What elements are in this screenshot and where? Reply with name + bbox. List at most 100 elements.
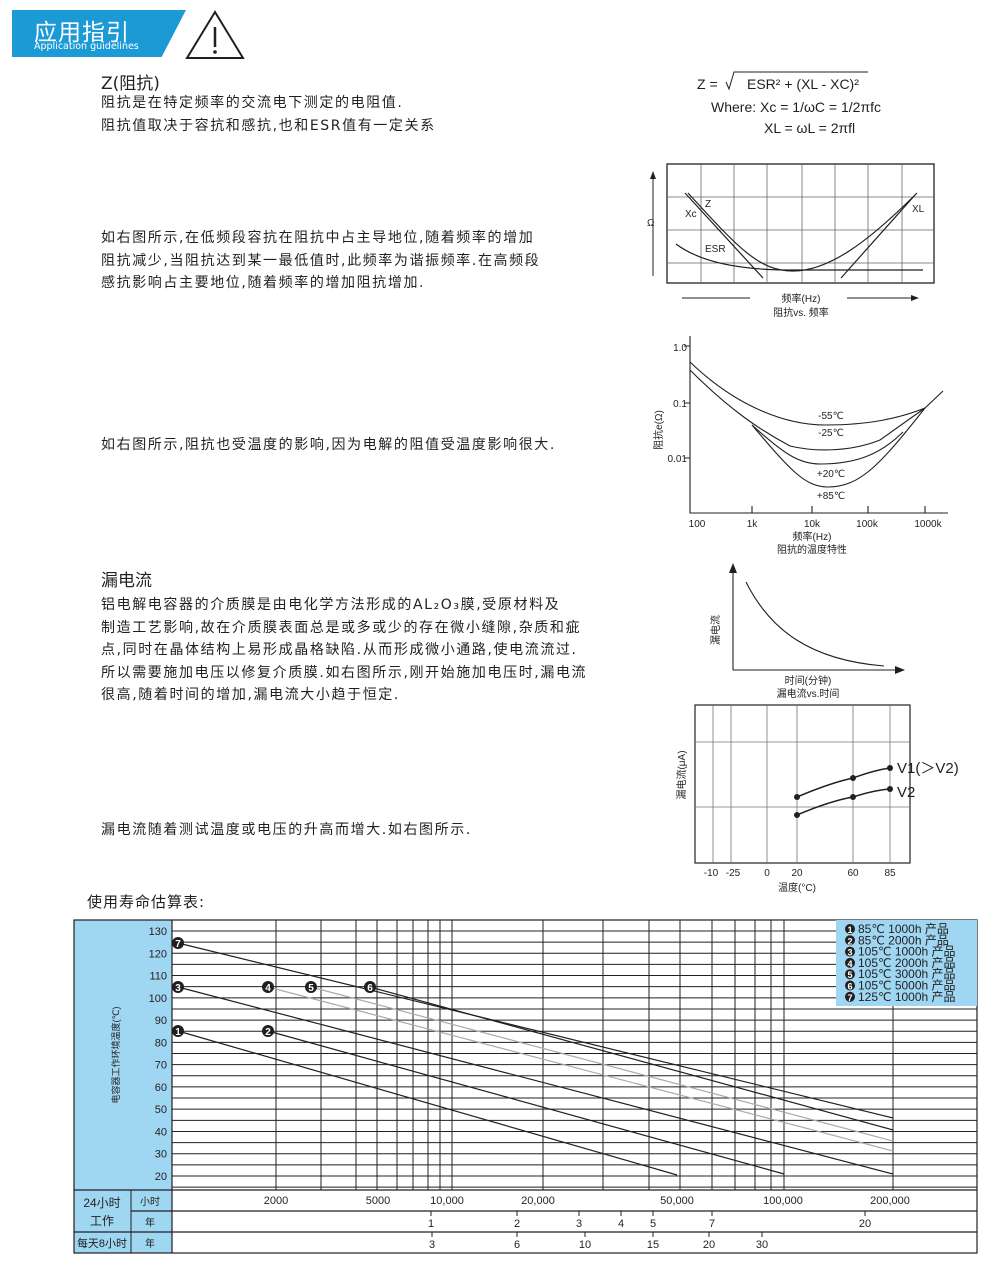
row-tick-label: 20	[859, 1218, 871, 1230]
row-group-label: 24小时	[83, 1196, 120, 1210]
series-marker-6	[364, 981, 376, 993]
series-label: -55℃	[818, 411, 844, 422]
series-marker-label: 5	[308, 983, 314, 994]
series-label: +85℃	[817, 491, 845, 502]
formula-line-3: XL = ωL = 2πfl	[764, 120, 855, 136]
row-group-label: 每天8小时	[77, 1236, 127, 1250]
impedance-temperature-chart	[684, 336, 948, 514]
legend-item: 125℃ 1000h 产品	[858, 990, 956, 1004]
row-tick-label: 30	[756, 1239, 768, 1251]
series-v2	[796, 788, 891, 816]
y-tick: 60	[155, 1082, 167, 1094]
leakage-time-chart	[729, 563, 905, 674]
legend-marker-label: 1	[847, 925, 852, 935]
series-esr	[675, 243, 923, 271]
life-estimation-chart: 1301201101009080706050403020电容器工作环境温度(℃)…	[73, 919, 978, 1254]
series-marker-4	[262, 981, 274, 993]
series-v1	[796, 767, 891, 798]
grid	[695, 705, 910, 863]
series--25	[689, 369, 926, 451]
formula-line-1: ESR² + (XL - XC)²	[747, 76, 859, 92]
x-tick: 0	[764, 868, 770, 879]
row-tick-label: 2	[514, 1218, 520, 1230]
row-tick-label: 5000	[366, 1195, 390, 1207]
series-marker-label: 2	[265, 1027, 271, 1038]
series-z	[687, 192, 918, 272]
series-+85	[751, 407, 926, 488]
legend-marker-label: 5	[847, 970, 852, 980]
row-tick-label: 10,000	[430, 1195, 464, 1207]
point	[887, 786, 893, 792]
arrow-up-icon	[729, 563, 737, 573]
x-tick: 85	[884, 868, 896, 879]
legend-marker	[845, 980, 855, 991]
x-tick: 10k	[804, 519, 821, 530]
y-tick: 0.1	[673, 399, 687, 410]
row-tick-label: 15	[647, 1239, 659, 1251]
series-marker-1	[172, 1025, 184, 1037]
legend-marker-label: 7	[847, 993, 852, 1003]
series-label-v1: V1(＞V2)	[897, 760, 959, 777]
text-line: 所以需要施加电压以修复介质膜.如右图所示,刚开始施加电压时,漏电流	[101, 664, 588, 681]
point	[794, 812, 800, 818]
x-tick: 100	[689, 519, 706, 530]
label-xl: XL	[912, 204, 925, 215]
text-line: 阻抗是在特定频率的交流电下测定的电阻值.	[101, 95, 404, 111]
series-xl	[840, 194, 916, 279]
row-tick-label: 3	[429, 1239, 435, 1251]
legend-box	[836, 920, 977, 1006]
row-tick-label: 1	[428, 1218, 434, 1230]
impedance-frequency-chart	[650, 163, 935, 301]
series-line-7	[177, 942, 894, 1119]
formula-lhs: Z =	[697, 76, 718, 92]
row-unit: 小时	[140, 1196, 160, 1208]
row-tick-label: 100,000	[763, 1195, 803, 1207]
x-axis-label: 频率(Hz)	[793, 530, 832, 543]
text-line: 点,同时在晶体结构上易形成晶格缺陷.从而形成微小通路,使电流流过.	[101, 642, 578, 658]
grid	[667, 164, 934, 283]
legend-item: 105℃ 1000h 产品	[858, 945, 956, 959]
x-axis-label: 温度(°C)	[778, 881, 816, 894]
data-points	[794, 765, 893, 818]
chart-title: 阻抗的温度特性	[777, 543, 847, 556]
series-marker-label: 3	[175, 983, 181, 994]
x-axis-label: 时间(分钟)	[785, 674, 832, 687]
series-line-3	[177, 986, 894, 1175]
impedance-para-3: 如右图所示,阻抗也受温度的影响,因为电解的阻值受温度影响很大.	[101, 437, 556, 453]
row-tick-label: 20,000	[521, 1195, 555, 1207]
axes	[732, 570, 898, 671]
y-tick: 90	[155, 1015, 167, 1027]
legend-marker	[845, 946, 855, 957]
row-tick-label: 5	[650, 1218, 656, 1230]
series-marker-label: 4	[265, 983, 271, 994]
sqrt-icon	[725, 71, 868, 91]
x-tick: -10	[704, 868, 719, 879]
series-line-2	[267, 1030, 785, 1175]
series-marker-label: 6	[367, 983, 373, 994]
life-heading: 使用寿命估算表:	[87, 893, 206, 911]
row-tick-label: 10	[579, 1239, 591, 1251]
series-line-4	[267, 986, 894, 1152]
row-tick-label: 6	[514, 1239, 520, 1251]
point	[794, 794, 800, 800]
series-marker-3	[172, 981, 184, 993]
text-line: 阻抗值取决于容抗和感抗,也和ESR值有一定关系	[101, 117, 436, 134]
text-line: 如右图所示,在低频段容抗在阻抗中占主导地位,随着频率的增加	[101, 230, 535, 246]
series-xc	[684, 192, 764, 279]
leakage-temperature-chart	[694, 704, 911, 864]
series-line-1	[177, 1030, 678, 1176]
row-unit: 年	[145, 1216, 155, 1229]
legend-item: 105℃ 5000h 产品	[858, 979, 956, 993]
page-subtitle: Application guidelines	[34, 41, 139, 52]
row-tick-label: 20	[703, 1239, 715, 1251]
chart-title: 漏电流vs.时间	[777, 687, 840, 700]
y-tick: 30	[155, 1149, 167, 1161]
x-tick: 100k	[856, 519, 879, 530]
axes	[689, 336, 948, 514]
label-z: Z	[705, 199, 711, 210]
y-tick: 50	[155, 1104, 167, 1116]
label-xc: Xc	[685, 209, 697, 220]
legend-item: 105℃ 3000h 产品	[858, 967, 956, 981]
series-marker-label: 7	[175, 939, 181, 950]
